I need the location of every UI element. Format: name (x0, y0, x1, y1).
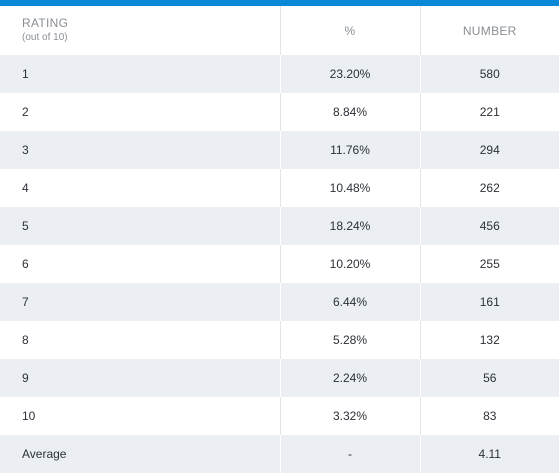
table-row: 5 18.24% 456 (0, 207, 559, 245)
rating-cell: 10 (0, 397, 280, 435)
column-header-rating: RATING (out of 10) (0, 6, 280, 55)
ratings-table: RATING (out of 10) % NUMBER 1 23.20% 580… (0, 6, 559, 473)
header-row: RATING (out of 10) % NUMBER (0, 6, 559, 55)
percent-cell: 2.24% (279, 359, 420, 397)
table-row: 8 5.28% 132 (0, 321, 559, 359)
table-row: 1 23.20% 580 (0, 55, 559, 93)
table-row: 10 3.32% 83 (0, 397, 559, 435)
percent-cell: 5.28% (279, 321, 420, 359)
rating-cell: 7 (0, 283, 280, 321)
percent-cell: 10.20% (279, 245, 420, 283)
table-header: RATING (out of 10) % NUMBER (0, 6, 559, 55)
average-percent-cell: - (279, 435, 420, 473)
rating-header-sublabel: (out of 10) (22, 32, 68, 43)
rating-cell: 5 (0, 207, 280, 245)
number-cell: 255 (419, 245, 559, 283)
column-header-percent: % (279, 6, 420, 55)
number-cell: 56 (419, 359, 559, 397)
rating-header-label: RATING (22, 16, 69, 30)
average-value-cell: 4.11 (419, 435, 559, 473)
percent-cell: 18.24% (279, 207, 420, 245)
rating-cell: 2 (0, 93, 280, 131)
rating-cell: 3 (0, 131, 280, 169)
percent-cell: 8.84% (279, 93, 420, 131)
percent-cell: 23.20% (279, 55, 420, 93)
number-cell: 83 (419, 397, 559, 435)
rating-cell: 1 (0, 55, 280, 93)
number-cell: 456 (419, 207, 559, 245)
percent-cell: 3.32% (279, 397, 420, 435)
percent-cell: 11.76% (279, 131, 420, 169)
number-cell: 580 (419, 55, 559, 93)
table-row: 3 11.76% 294 (0, 131, 559, 169)
column-header-number: NUMBER (419, 6, 559, 55)
number-cell: 161 (419, 283, 559, 321)
number-cell: 132 (419, 321, 559, 359)
table-body: 1 23.20% 580 2 8.84% 221 3 11.76% 294 4 … (0, 55, 559, 473)
average-label-cell: Average (0, 435, 280, 473)
number-cell: 262 (419, 169, 559, 207)
number-cell: 294 (419, 131, 559, 169)
table-row: 6 10.20% 255 (0, 245, 559, 283)
percent-cell: 6.44% (279, 283, 420, 321)
rating-cell: 9 (0, 359, 280, 397)
rating-cell: 6 (0, 245, 280, 283)
average-row: Average - 4.11 (0, 435, 559, 473)
table-row: 2 8.84% 221 (0, 93, 559, 131)
percent-cell: 10.48% (279, 169, 420, 207)
table-row: 9 2.24% 56 (0, 359, 559, 397)
number-cell: 221 (419, 93, 559, 131)
rating-cell: 4 (0, 169, 280, 207)
table-row: 7 6.44% 161 (0, 283, 559, 321)
table-row: 4 10.48% 262 (0, 169, 559, 207)
rating-cell: 8 (0, 321, 280, 359)
